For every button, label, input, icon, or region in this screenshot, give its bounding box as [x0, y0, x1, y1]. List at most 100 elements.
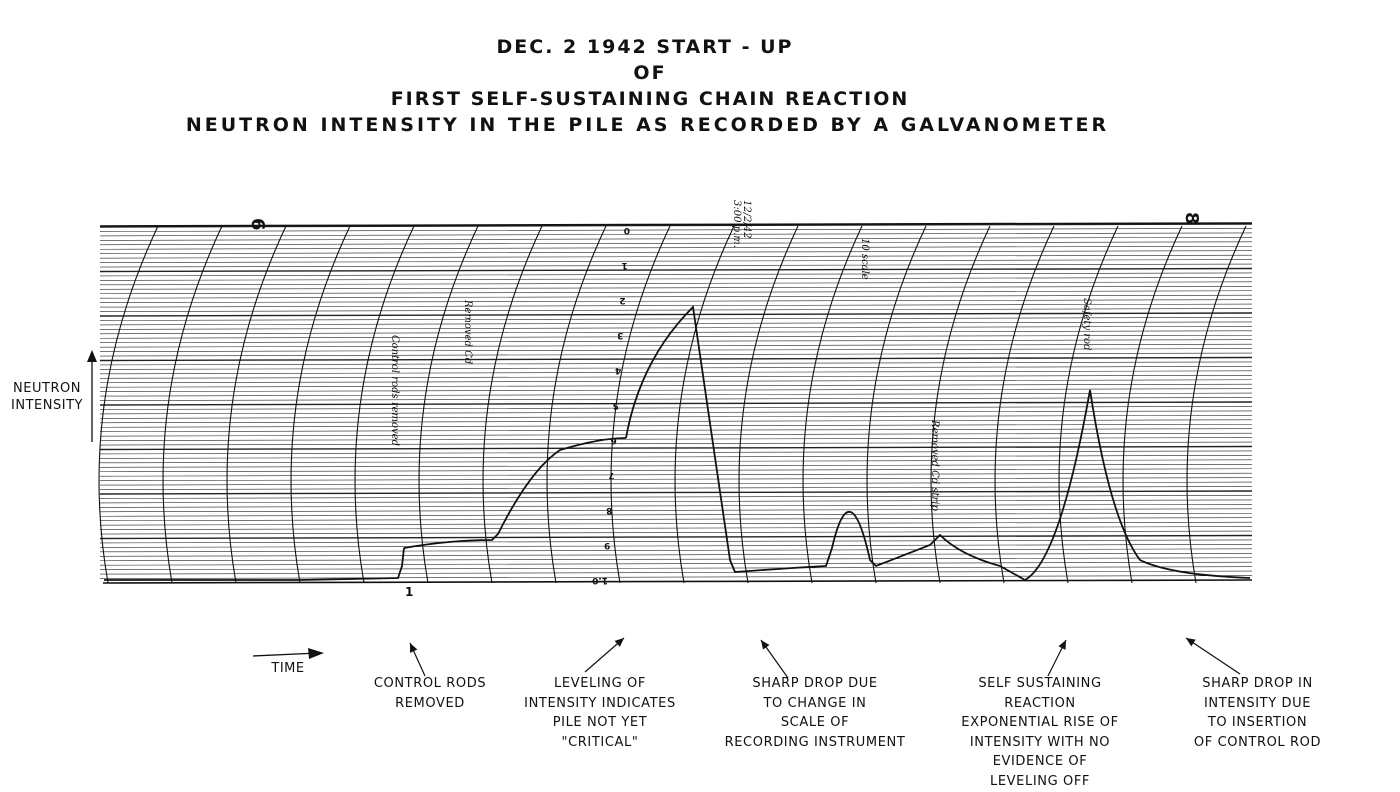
- grid-line: [99, 343, 1253, 348]
- y-axis-arrow-head: [87, 350, 97, 362]
- grid-line: [99, 383, 1253, 388]
- intensity-trace-segment: [999, 389, 1251, 582]
- handwritten-note: Safety rod: [1081, 298, 1092, 350]
- annotation-arrow-head: [1186, 638, 1196, 647]
- grid-line: [99, 339, 1253, 344]
- x-axis-label: TIME: [271, 661, 305, 676]
- annotation-sharp-drop-scale: SHARP DROP DUE TO CHANGE IN SCALE OF REC…: [705, 674, 925, 752]
- grid-line: [99, 415, 1253, 419]
- grid-line: [99, 361, 1253, 366]
- annotation-line: INTENSITY INDICATES: [524, 695, 676, 711]
- y-axis-label-line2: INTENSITY: [11, 398, 83, 413]
- y-axis-label: NEUTRON INTENSITY: [4, 380, 90, 414]
- grid-line: [99, 477, 1253, 481]
- intensity-trace-segment: [625, 305, 833, 573]
- time-arc: [610, 225, 671, 584]
- horizontal-grid-lines: [99, 222, 1253, 584]
- scale-label: 2: [619, 295, 625, 305]
- grid-line: [99, 459, 1253, 464]
- annotation-line: SHARP DROP DUE: [752, 676, 878, 691]
- time-arc: [418, 225, 479, 584]
- grid-line: [99, 463, 1253, 468]
- grid-line: [99, 299, 1253, 303]
- annotation-line: SCALE OF: [780, 715, 850, 730]
- scale-label: 1.0: [592, 575, 608, 585]
- grid-line: [99, 526, 1253, 530]
- time-arc: [290, 225, 351, 584]
- grid-line: [99, 428, 1253, 433]
- annotation-line: SELF SUSTAINING: [978, 676, 1102, 691]
- grid-line: [99, 321, 1253, 326]
- grid-line: [99, 406, 1253, 410]
- intensity-trace-segment: [831, 511, 1001, 568]
- time-arc: [994, 225, 1055, 584]
- annotation-sharp-drop-rod: SHARP DROP IN INTENSITY DUE TO INSERTION…: [1175, 674, 1340, 752]
- intensity-trace-segment: [403, 437, 627, 549]
- time-arc: [738, 225, 799, 584]
- annotation-line: INTENSITY DUE: [1203, 695, 1312, 711]
- handwritten-note: 12/2/42: [741, 200, 752, 239]
- grid-line: [99, 228, 1253, 232]
- grid-line: [99, 379, 1253, 384]
- grid-line: [99, 566, 1253, 570]
- grid-line: [99, 285, 1253, 290]
- annotation-self-sustaining: SELF SUSTAINING REACTION EXPONENTIAL RIS…: [935, 674, 1145, 791]
- grid-line: [99, 481, 1253, 486]
- grid-line: [99, 290, 1253, 295]
- grid-line: [99, 250, 1253, 254]
- time-arc: [546, 225, 607, 584]
- annotation-arrow-head: [614, 638, 624, 647]
- time-arrow-head: [308, 648, 324, 659]
- grid-line: [99, 557, 1253, 562]
- title-block: DEC. 2 1942 START - UP OF FIRST SELF-SUS…: [0, 34, 1400, 138]
- annotation-line: RECORDING INSTRUMENT: [724, 734, 906, 750]
- grid-line: [99, 348, 1253, 352]
- grid-line: [99, 241, 1253, 246]
- grid-line: [99, 267, 1253, 273]
- grid-line: [99, 334, 1253, 339]
- grid-line: [99, 352, 1253, 357]
- annotation-line: "CRITICAL": [561, 734, 639, 750]
- annotation-line: CONTROL RODS: [373, 676, 487, 691]
- time-arc: [1186, 225, 1247, 584]
- scale-label: 4: [615, 365, 621, 375]
- time-arrow-shaft: [252, 652, 319, 657]
- scale-label: 9: [604, 540, 610, 550]
- scale-label: 7: [608, 470, 614, 480]
- title-of: OF: [633, 62, 667, 84]
- grid-line: [99, 548, 1253, 553]
- grid-line: [99, 223, 1253, 228]
- grid-line: [99, 432, 1253, 437]
- time-arc: [1058, 225, 1119, 584]
- time-arc: [226, 225, 287, 584]
- time-arc: [674, 225, 735, 584]
- grid-line: [99, 552, 1253, 557]
- grid-line: [99, 237, 1253, 241]
- title-reaction: FIRST SELF-SUSTAINING CHAIN REACTION: [390, 88, 910, 110]
- handwritten-note: 10 scale: [859, 238, 870, 280]
- time-arc: [930, 225, 991, 584]
- time-arc: [866, 225, 927, 584]
- grid-line: [99, 281, 1253, 286]
- grid-line: [99, 495, 1253, 499]
- time-arc-lines: [98, 225, 1247, 584]
- handwritten-note: Removed Cd strip: [929, 419, 940, 511]
- grid-line: [99, 570, 1253, 575]
- bottom-tick: 1: [405, 585, 413, 599]
- annotation-line: EVIDENCE OF: [992, 754, 1088, 769]
- grid-line: [99, 530, 1253, 535]
- y-axis-label-line1: NEUTRON: [13, 381, 81, 396]
- chart-bottom-edge: [102, 579, 1253, 584]
- scale-label: 5: [613, 400, 619, 410]
- grid-line: [99, 263, 1253, 268]
- grid-line: [99, 308, 1253, 312]
- grid-line: [99, 575, 1253, 579]
- annotation-line: LEVELING OF: [554, 676, 646, 691]
- grid-line: [99, 245, 1253, 250]
- grid-line: [99, 419, 1253, 424]
- intensity-trace-segment: [104, 547, 405, 581]
- grid-line: [99, 410, 1253, 415]
- annotation-control-rods-removed: CONTROL RODS REMOVED: [352, 674, 508, 713]
